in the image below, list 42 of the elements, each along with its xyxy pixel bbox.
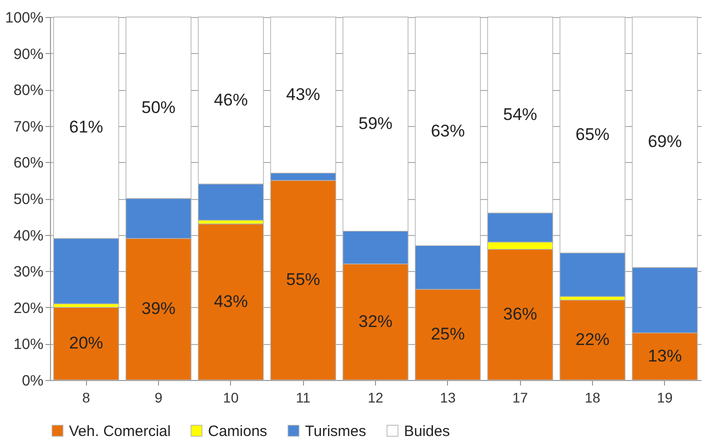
x-tick-label: 10 — [223, 390, 239, 406]
y-tick-label: 100% — [5, 10, 44, 26]
legend-label: Camions — [208, 422, 268, 440]
x-tick-label: 18 — [584, 390, 600, 406]
x-tick-label: 19 — [657, 390, 673, 406]
y-tick-label: 40% — [13, 227, 44, 244]
y-tick-label: 60% — [13, 154, 44, 172]
y-tick-label: 80% — [13, 82, 44, 100]
x-tick-label: 17 — [512, 390, 528, 406]
legend-label: Veh. Comercial — [69, 422, 171, 440]
data-label: 59% — [358, 114, 393, 134]
data-label: 43% — [214, 292, 248, 311]
data-label: 13% — [648, 346, 682, 366]
y-tick-label: 10% — [13, 336, 44, 354]
x-tick-label: 8 — [82, 390, 90, 406]
data-label: 54% — [503, 105, 538, 124]
x-tick-label: 9 — [154, 390, 163, 406]
data-label: 46% — [214, 90, 248, 110]
y-tick-label: 30% — [13, 264, 44, 281]
data-label: 22% — [575, 330, 610, 350]
data-label: 20% — [69, 334, 104, 353]
y-tick-label: 70% — [13, 118, 44, 136]
data-label: 32% — [358, 312, 393, 331]
x-tick-label: 12 — [368, 390, 384, 406]
data-label: 36% — [503, 304, 538, 324]
legend-label: Buides — [404, 422, 450, 440]
data-label: 55% — [286, 270, 320, 290]
y-tick-label: 90% — [13, 46, 44, 63]
data-label: 43% — [286, 85, 320, 104]
data-label: 50% — [141, 98, 176, 117]
y-tick-label: 50% — [13, 191, 44, 208]
data-label: 63% — [430, 121, 465, 140]
y-tick-label: 0% — [22, 372, 44, 390]
legend-label: Turismes — [305, 422, 366, 440]
data-label: 65% — [575, 124, 610, 144]
x-tick-label: 13 — [440, 390, 456, 406]
data-label: 25% — [430, 324, 465, 344]
data-label: 69% — [648, 132, 682, 152]
data-label: 39% — [141, 299, 176, 318]
x-tick-label: 11 — [296, 390, 311, 406]
y-tick-label: 20% — [13, 300, 44, 317]
data-label: 61% — [69, 118, 104, 137]
